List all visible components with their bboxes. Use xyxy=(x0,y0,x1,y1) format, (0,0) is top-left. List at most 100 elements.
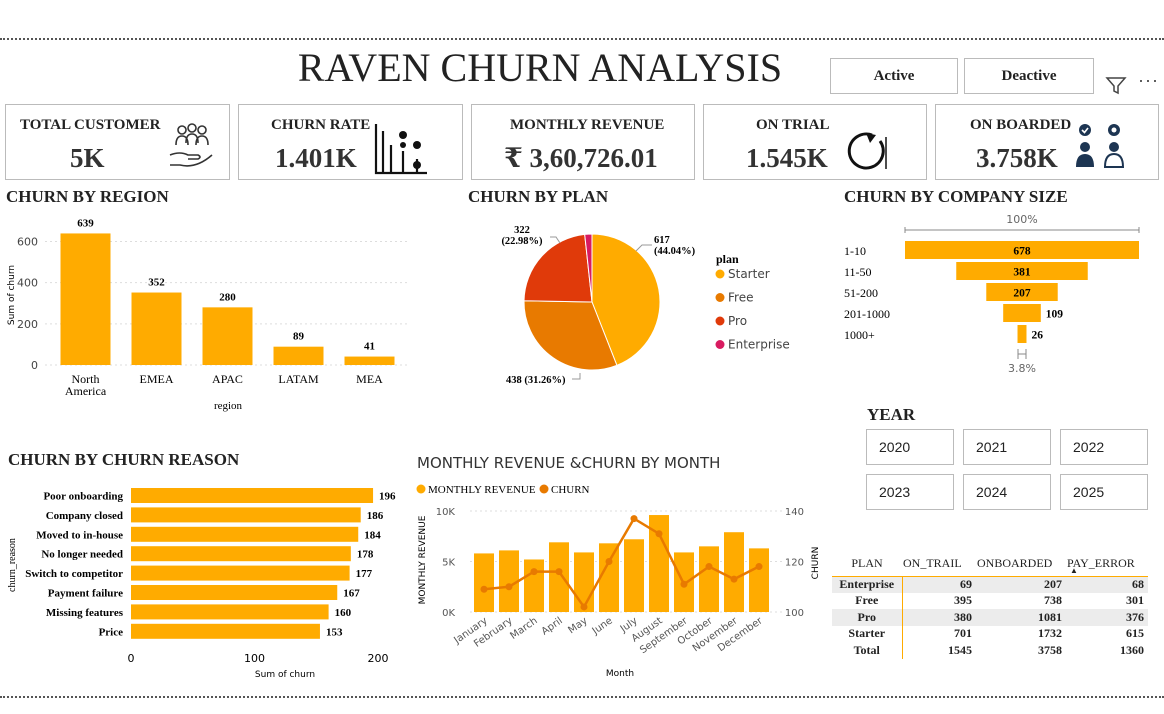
active-button[interactable]: Active xyxy=(830,58,958,94)
matrix-header[interactable]: ONBOARDED xyxy=(977,556,1053,571)
region-chart: 0 200 400 600 639 North America 352 EMEA 280 APAC 8… xyxy=(7,217,410,412)
filter-icon[interactable] xyxy=(1104,74,1128,96)
year-2020-button[interactable]: 2020 xyxy=(866,429,954,465)
x-tick-label: May xyxy=(566,615,589,636)
legend-label: Enterprise xyxy=(728,338,790,352)
label-leader xyxy=(550,236,561,244)
matrix-row-header: Free xyxy=(832,592,903,609)
x-tick-label: APAC xyxy=(212,372,243,386)
y2-axis-label: CHURN xyxy=(811,547,821,580)
data-label: 438 (31.26%) xyxy=(506,375,566,386)
funnel-category-label: 1000+ xyxy=(844,328,875,342)
kpi-churn-rate: CHURN RATE 1.401K xyxy=(238,104,463,180)
monthly-chart-title: MONTHLY REVENUE &CHURN BY MONTH xyxy=(417,454,721,472)
y2-tick-label: 100 xyxy=(785,608,804,619)
revenue-bar xyxy=(549,542,569,612)
kpi-label: ON TRIAL xyxy=(756,117,830,133)
funnel-bar xyxy=(905,241,1139,259)
matrix-cell: 376 xyxy=(1126,609,1144,624)
funnel-bar xyxy=(986,283,1058,301)
kpi-value: ₹ 3,60,726.01 xyxy=(504,143,658,173)
year-2025-button[interactable]: 2025 xyxy=(1060,474,1148,510)
y2-tick-label: 120 xyxy=(785,558,804,569)
data-label: 381 xyxy=(1013,267,1031,279)
kpi-label: MONTHLY REVENUE xyxy=(510,117,665,133)
matrix-cell: 207 xyxy=(1044,577,1062,591)
kpi-value: 1.545K xyxy=(746,143,828,173)
revenue-bar xyxy=(499,550,519,612)
matrix-header[interactable]: PLAN xyxy=(851,556,883,571)
customers-hand-icon xyxy=(169,123,213,167)
data-label: 280 xyxy=(219,291,236,303)
year-2023-button[interactable]: 2023 xyxy=(866,474,954,510)
churn-point xyxy=(630,515,638,523)
x-tick-label: 0 xyxy=(128,652,135,665)
kpi-on-boarded: ON BOARDED 3.758K xyxy=(935,104,1159,180)
y-tick-label: 600 xyxy=(17,235,38,248)
y-axis-label: Sum of churn xyxy=(7,265,17,325)
year-filter-title: YEAR xyxy=(867,405,916,424)
churn-point xyxy=(480,585,488,593)
funnel-category-label: 11-50 xyxy=(844,265,872,279)
label-leader xyxy=(635,244,652,252)
year-2021-button[interactable]: 2021 xyxy=(963,429,1051,465)
churn-point xyxy=(580,603,588,611)
deactive-button[interactable]: Deactive xyxy=(964,58,1094,94)
y-tick-label: 0 xyxy=(31,359,38,372)
x-tick-label: EMEA xyxy=(140,372,174,386)
matrix-row-header: Starter xyxy=(832,625,903,642)
data-label: 322 (22.98%) xyxy=(501,225,543,247)
table-row: Free 395 738 301 xyxy=(832,592,1148,609)
funnel-bar xyxy=(1003,304,1041,322)
matrix-row-header: Total xyxy=(832,642,903,659)
data-label: 184 xyxy=(364,529,381,541)
plan-chart-title: CHURN BY PLAN xyxy=(468,187,609,206)
y-tick-label: 5K xyxy=(442,558,455,569)
x-tick-label: April xyxy=(540,615,565,637)
year-2024-button[interactable]: 2024 xyxy=(963,474,1051,510)
reason-bar xyxy=(131,546,351,562)
matrix-header-sorted[interactable]: PAY_ERROR ▲ xyxy=(1066,552,1148,576)
revenue-bar xyxy=(574,552,594,612)
y-tick-label: Missing features xyxy=(46,607,124,619)
funnel-bracket xyxy=(904,227,1140,233)
revenue-bar xyxy=(649,515,669,612)
data-label: 153 xyxy=(326,626,343,638)
churn-point xyxy=(555,568,563,576)
kpi-value: 1.401K xyxy=(275,143,357,173)
reason-bar xyxy=(131,526,359,542)
data-label: 352 xyxy=(148,277,165,289)
matrix-row-header: Pro xyxy=(832,609,903,626)
more-options-icon[interactable]: ··· xyxy=(1138,70,1159,90)
funnel-bar xyxy=(1017,325,1027,343)
y-tick-label: Switch to competitor xyxy=(25,568,123,580)
funnel-bracket xyxy=(1017,349,1027,359)
x-axis-label: region xyxy=(214,400,243,412)
year-2022-button[interactable]: 2022 xyxy=(1060,429,1148,465)
revenue-bar xyxy=(474,553,494,612)
kpi-on-trial: ON TRIAL 1.545K xyxy=(703,104,927,180)
plan-matrix: PLAN ON_TRAIL ONBOARDED PAY_ERROR ▲ Ente… xyxy=(832,552,1148,659)
onboard-people-icon xyxy=(1076,124,1125,168)
data-label: 178 xyxy=(357,549,374,561)
x-axis-label: Month xyxy=(606,669,634,679)
data-label: 160 xyxy=(335,607,352,619)
matrix-header[interactable]: ON_TRAIL xyxy=(903,556,962,571)
legend-label: Pro xyxy=(728,314,747,328)
kpi-value: 3.758K xyxy=(976,143,1058,173)
funnel-bar xyxy=(956,262,1088,280)
revenue-bar xyxy=(749,548,769,612)
matrix-header: PAY_ERROR xyxy=(1067,556,1135,571)
kpi-label: ON BOARDED xyxy=(970,117,1072,133)
data-label: 186 xyxy=(367,510,384,522)
matrix-cell: 301 xyxy=(1126,593,1144,608)
matrix-cell: 1360 xyxy=(1120,642,1144,657)
y-tick-label: Company closed xyxy=(46,510,123,522)
x-axis-label: Sum of churn xyxy=(255,670,315,680)
y-tick-label: Payment failure xyxy=(48,588,123,600)
revenue-bar xyxy=(524,559,544,612)
data-label: 196 xyxy=(379,491,396,503)
x-tick-label: June xyxy=(590,615,615,637)
page-title: RAVEN CHURN ANALYSIS xyxy=(297,45,783,90)
